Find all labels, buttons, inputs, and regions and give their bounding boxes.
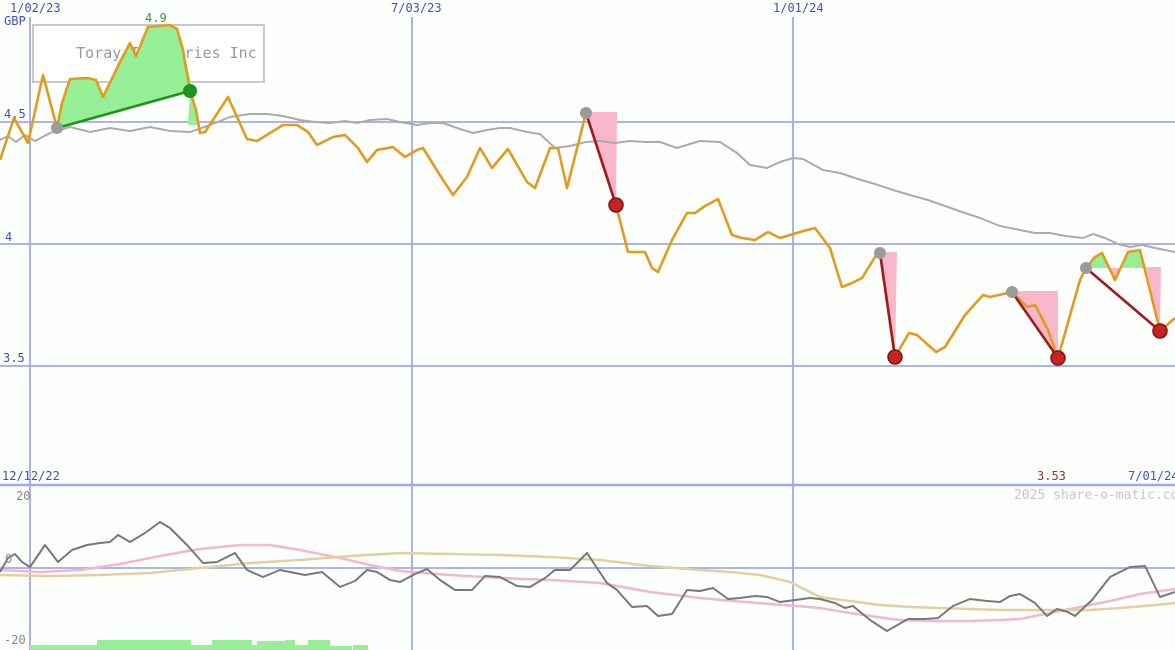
peak-value-label: 4.9 bbox=[145, 11, 167, 25]
bottom-axis-start-date: 12/12/22 bbox=[2, 469, 60, 483]
instrument-title: Toray Industries Inc bbox=[76, 44, 257, 62]
last-price-label: 3.53 bbox=[1037, 469, 1066, 483]
oscillator-tick-0: 0 bbox=[5, 552, 13, 566]
oscillator-tick-20: 20 bbox=[16, 489, 31, 503]
bottom-axis-end-date: 7/01/24 bbox=[1128, 469, 1175, 483]
oscillator-tick-minus-20: -20 bbox=[4, 633, 26, 647]
instrument-title-box: Toray Industries Inc bbox=[32, 24, 265, 83]
top-axis-date-1: 1/02/23 bbox=[10, 1, 61, 15]
watermark: 2025 share-o-matic.com bbox=[1014, 488, 1175, 503]
price-tick-3-5: 3.5 bbox=[3, 351, 25, 365]
price-tick-4: 4 bbox=[5, 230, 13, 244]
currency-label: GBP bbox=[4, 14, 26, 28]
top-axis-date-2: 7/03/23 bbox=[391, 1, 442, 15]
price-tick-4-5: 4.5 bbox=[4, 107, 26, 121]
top-axis-date-3: 1/01/24 bbox=[773, 1, 824, 15]
